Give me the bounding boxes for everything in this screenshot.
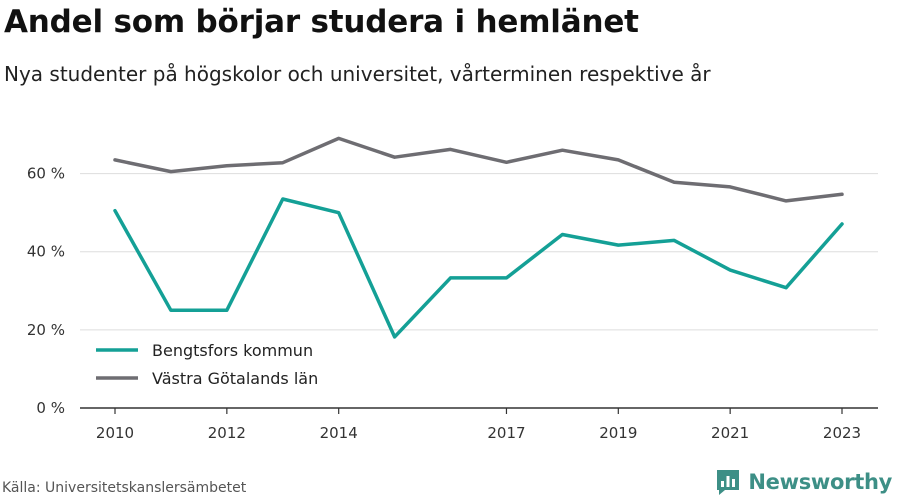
series-line-vastra-gotaland [113, 136, 844, 203]
brand-logo: Newsworthy [715, 468, 892, 496]
x-tick-label: 2019 [599, 424, 637, 442]
chart-subtitle: Nya studenter på högskolor och universit… [4, 62, 711, 86]
source-note: Källa: Universitetskanslersämbetet [2, 480, 247, 496]
x-axis-ticks: 2010 2012 2014 2017 2019 2021 2023 [96, 408, 861, 442]
x-tick-label: 2023 [823, 424, 861, 442]
y-tick-label: 40 % [27, 243, 65, 261]
newsworthy-logo-icon [717, 470, 740, 495]
series-line-bengtsfors [113, 197, 844, 339]
y-axis-ticks: 0 % 20 % 40 % 60 % [27, 165, 65, 417]
x-tick-label: 2012 [208, 424, 246, 442]
legend-label: Västra Götalands län [152, 369, 318, 388]
y-tick-label: 0 % [36, 399, 65, 417]
x-tick-label: 2021 [711, 424, 749, 442]
series-lines [113, 136, 844, 339]
y-tick-label: 60 % [27, 165, 65, 183]
line-chart: 0 % 20 % 40 % 60 % 2010 2012 2014 2017 2019 2021… [27, 136, 878, 442]
brand-name: Newsworthy [748, 470, 892, 494]
x-tick-label: 2017 [487, 424, 525, 442]
legend: Bengtsfors kommun Västra Götalands län [88, 335, 340, 397]
x-tick-label: 2010 [96, 424, 134, 442]
y-tick-label: 20 % [27, 321, 65, 339]
x-tick-label: 2014 [320, 424, 358, 442]
legend-label: Bengtsfors kommun [152, 341, 313, 360]
legend-background [88, 335, 340, 397]
chart-title: Andel som börjar studera i hemlänet [4, 4, 639, 40]
gridlines [80, 173, 878, 409]
